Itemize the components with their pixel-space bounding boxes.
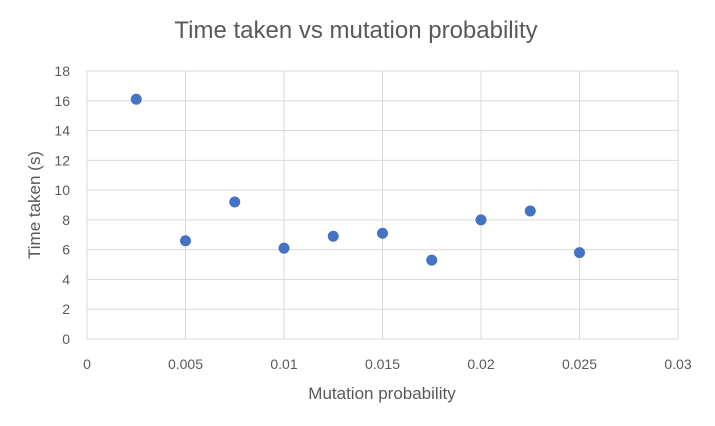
data-point [574,247,585,259]
plot-area-border [86,70,679,340]
x-tick-label: 0.03 [664,356,691,372]
x-tick-label: 0 [83,356,91,372]
data-point [377,227,388,239]
x-tick-label: 0.02 [467,356,494,372]
x-axis-tick-labels: 0 0.005 0.01 0.015 0.02 0.025 0.03 [83,356,692,372]
x-tick-label: 0.01 [270,356,297,372]
y-tick-label: 0 [62,331,70,347]
y-tick-label: 16 [54,93,70,109]
y-tick-label: 2 [62,301,70,317]
data-point [278,242,290,254]
chart-title: Time taken vs mutation probability [174,17,537,44]
y-tick-label: 4 [62,271,70,287]
x-tick-label: 0.025 [562,356,597,372]
data-point [475,214,487,226]
data-point [130,93,142,105]
y-tick-label: 8 [62,212,70,228]
data-point [327,230,339,242]
y-tick-label: 6 [62,242,70,258]
x-axis-label: Mutation probability [308,384,456,403]
data-points [130,93,585,266]
y-tick-label: 14 [54,123,70,139]
y-axis-tick-labels: 0 2 4 6 8 10 12 14 16 18 [54,63,70,347]
gridlines [86,70,679,340]
y-tick-label: 18 [54,63,70,79]
data-point [524,205,536,217]
data-point [180,235,191,247]
data-point [426,254,438,266]
x-tick-label: 0.015 [365,356,400,372]
y-tick-label: 12 [54,152,70,168]
y-tick-label: 10 [54,182,70,198]
data-point [229,196,241,208]
y-axis-label: Time taken (s) [25,151,44,259]
x-tick-label: 0.005 [168,356,203,372]
